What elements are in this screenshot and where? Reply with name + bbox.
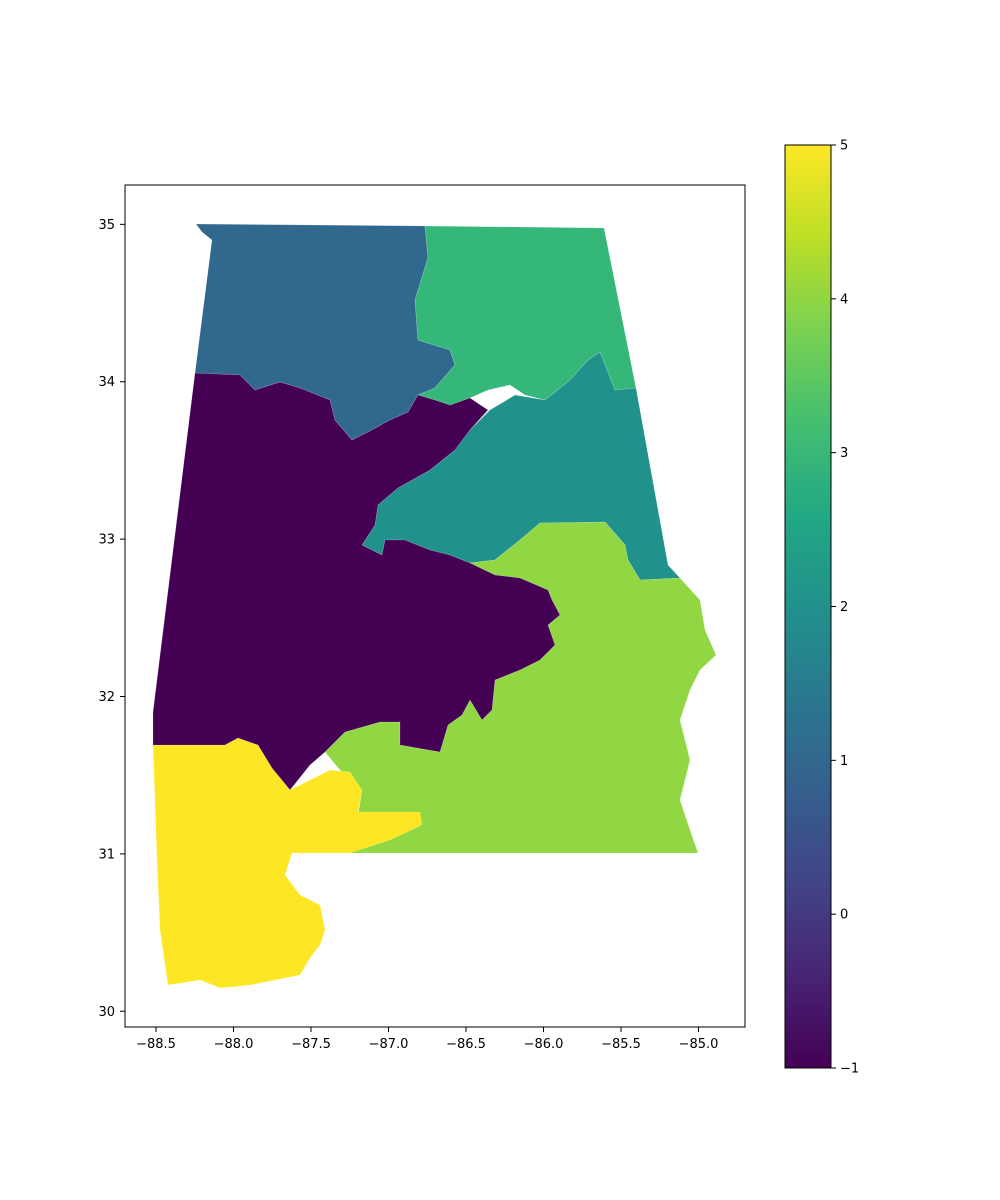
colorbar-tick-label: 4 [840,292,848,307]
colorbar-tick-label: 1 [840,754,848,769]
x-tick-label: −88.5 [136,1037,176,1052]
y-tick-label: 35 [98,218,115,233]
colorbar-tick-label: 0 [840,908,848,923]
plot-frame [124,184,746,1028]
x-tick-label: −85.5 [601,1037,641,1052]
y-tick-label: 32 [98,690,115,705]
colorbar-tick-label: −1 [840,1062,859,1077]
x-tick-label: −88.0 [214,1037,254,1052]
colorbar-axis: −1 0 1 2 3 4 5 [831,139,859,1077]
x-tick-label: −87.5 [291,1037,331,1052]
colorbar-tick-label: 3 [840,446,848,461]
colorbar [784,144,832,1069]
y-tick-label: 31 [98,847,115,862]
y-tick-label: 33 [98,533,115,548]
colorbar-tick-label: 2 [840,600,848,615]
colorbar-tick-label: 5 [840,139,848,154]
districts-layer [152,223,717,989]
x-tick-label: −85.0 [679,1037,719,1052]
x-axis: −88.5 −88.0 −87.5 −87.0 −86.5 −86.0 −85.5 −85.0 [136,1027,718,1052]
district-minus1-region [152,372,561,791]
x-tick-label: −87.0 [369,1037,409,1052]
y-axis: 30 31 32 33 34 35 [98,218,125,1020]
y-tick-label: 30 [98,1005,115,1020]
y-tick-label: 34 [98,375,115,390]
x-tick-label: −86.0 [524,1037,564,1052]
x-tick-label: −86.5 [446,1037,486,1052]
